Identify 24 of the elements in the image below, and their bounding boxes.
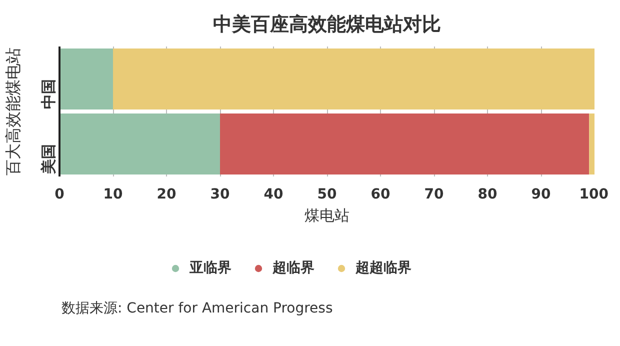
x-tick-label: 10: [103, 186, 123, 202]
bar: [589, 113, 594, 175]
x-tick-label: 50: [317, 186, 337, 202]
x-tick-label: 90: [531, 186, 551, 202]
x-tick-label: 70: [424, 186, 444, 202]
x-tick-label: 40: [264, 186, 284, 202]
y-tick-label: 美国: [40, 144, 58, 175]
bar: [60, 48, 113, 110]
bar: [60, 113, 220, 175]
x-tick-label: 60: [370, 186, 390, 202]
x-tick-label: 20: [156, 186, 176, 202]
source-note: 数据来源: Center for American Progress: [62, 300, 333, 316]
x-axis-title: 煤电站: [304, 206, 350, 224]
x-tick-label: 100: [579, 186, 609, 202]
x-tick-label: 30: [210, 186, 230, 202]
legend-label: 亚临界: [189, 259, 232, 277]
legend-label: 超超临界: [355, 259, 412, 277]
x-tick-label: 0: [54, 186, 65, 202]
y-tick-label: 中国: [40, 79, 58, 109]
legend-label: 超临界: [272, 259, 314, 277]
x-tick-label: 80: [478, 186, 498, 202]
bar: [220, 113, 590, 175]
chart-title: 中美百座高效能煤电站对比: [213, 14, 441, 36]
y-axis-title: 百大高效能煤电站: [4, 48, 22, 176]
